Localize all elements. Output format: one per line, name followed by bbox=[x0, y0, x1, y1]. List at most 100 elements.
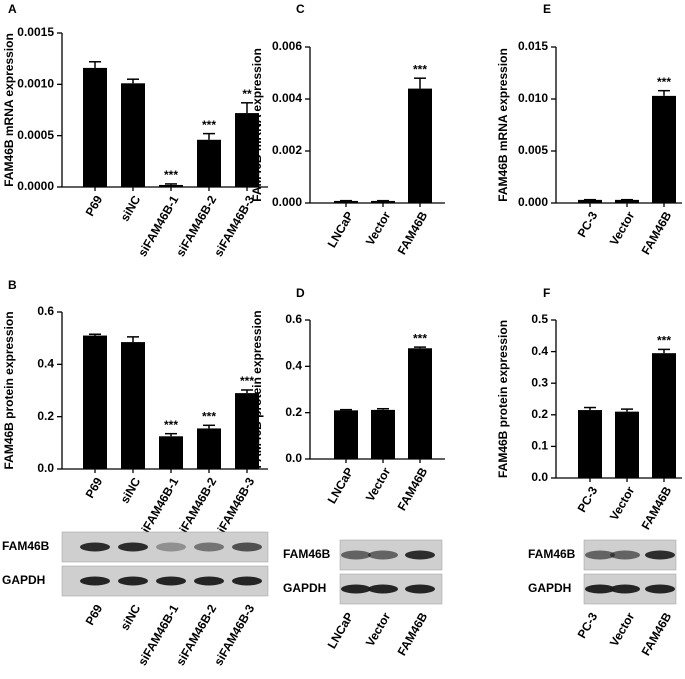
blot-band bbox=[585, 550, 615, 560]
y-tick-label: 0.000 bbox=[518, 195, 548, 209]
y-tick-label: 0.3 bbox=[531, 375, 548, 389]
blot-row-label: GAPDH bbox=[528, 581, 571, 595]
blot-band bbox=[80, 542, 110, 552]
x-tick-label: Vector bbox=[607, 484, 638, 523]
x-tick-label: siNC bbox=[118, 193, 144, 224]
blot-band bbox=[194, 542, 224, 552]
blot-band bbox=[232, 542, 262, 552]
y-tick-label: 0.006 bbox=[272, 39, 302, 53]
y-tick-label: 0.005 bbox=[518, 143, 548, 157]
blot-row-label: GAPDH bbox=[283, 581, 326, 595]
y-tick-label: 0.0000 bbox=[17, 179, 54, 193]
bar bbox=[652, 95, 676, 203]
blot-lane-label: FAM46B bbox=[395, 610, 431, 658]
bar bbox=[408, 88, 432, 203]
error-bar bbox=[165, 432, 177, 437]
blot-band bbox=[645, 550, 675, 560]
bar bbox=[371, 200, 395, 203]
significance-label: *** bbox=[164, 418, 178, 432]
error-bar bbox=[127, 336, 139, 343]
x-tick-label: FAM46B bbox=[395, 209, 431, 257]
panel-label: E bbox=[543, 2, 551, 16]
bar bbox=[371, 409, 395, 459]
blot-lane-label: siFAM46B-3 bbox=[211, 602, 257, 668]
blot-lane-label: Vector bbox=[363, 610, 394, 649]
y-tick-label: 0.010 bbox=[518, 91, 548, 105]
blot-band bbox=[156, 576, 186, 586]
significance-label: *** bbox=[657, 334, 671, 348]
error-bar bbox=[241, 102, 253, 114]
y-tick-label: 0.6 bbox=[285, 312, 302, 326]
blot-band bbox=[368, 584, 398, 594]
error-bar bbox=[658, 348, 670, 354]
panel-label: D bbox=[296, 286, 305, 300]
y-tick-label: 0.2 bbox=[285, 405, 302, 419]
x-tick-label: P69 bbox=[83, 193, 106, 219]
bar bbox=[615, 199, 639, 203]
error-bar bbox=[127, 78, 139, 84]
bar bbox=[197, 139, 221, 187]
y-tick-label: 0.002 bbox=[272, 143, 302, 157]
y-axis-label: FAM46B mRNA expression bbox=[250, 48, 264, 202]
significance-label: *** bbox=[202, 409, 216, 423]
y-tick-label: 0.4 bbox=[37, 357, 54, 371]
y-tick-label: 0.2 bbox=[37, 409, 54, 423]
blot-lane-label: LNCaP bbox=[325, 610, 357, 651]
blot-band bbox=[194, 576, 224, 586]
x-tick-label: siNC bbox=[118, 475, 144, 506]
blot-row-label: FAM46B bbox=[528, 547, 576, 561]
x-tick-label: Vector bbox=[607, 209, 638, 248]
bar bbox=[578, 410, 602, 478]
error-bar bbox=[414, 346, 426, 349]
bar bbox=[652, 353, 676, 478]
error-bar bbox=[89, 60, 101, 68]
error-bar bbox=[165, 183, 177, 185]
blot-lane-label: FAM46B bbox=[639, 610, 675, 658]
blot-row-label: FAM46B bbox=[283, 547, 331, 561]
significance-label: *** bbox=[657, 75, 671, 89]
blot-band bbox=[645, 584, 675, 594]
panel-label: F bbox=[543, 286, 550, 300]
y-tick-label: 0.0015 bbox=[17, 25, 54, 39]
y-tick-label: 0.015 bbox=[518, 39, 548, 53]
y-tick-label: 0.1 bbox=[531, 439, 548, 453]
significance-label: *** bbox=[240, 374, 254, 388]
panel-label: C bbox=[296, 2, 305, 16]
x-tick-label: FAM46B bbox=[639, 484, 675, 532]
blot-band bbox=[405, 550, 435, 560]
blot-band bbox=[341, 584, 371, 594]
y-axis-label: FAM46B mRNA expression bbox=[2, 33, 16, 187]
blot-band bbox=[118, 576, 148, 586]
x-tick-label: siFAM46B-3 bbox=[211, 475, 257, 541]
y-axis-label: FAM46B protein expression bbox=[496, 320, 510, 478]
significance-label: *** bbox=[202, 118, 216, 132]
y-tick-label: 0.0 bbox=[37, 461, 54, 475]
blot-lane-label: siNC bbox=[118, 602, 144, 633]
y-tick-label: 0.5 bbox=[531, 312, 548, 326]
y-tick-label: 0.2 bbox=[531, 407, 548, 421]
error-bar bbox=[89, 333, 101, 336]
bar bbox=[121, 342, 145, 469]
x-tick-label: P69 bbox=[83, 475, 106, 501]
bar bbox=[159, 184, 183, 187]
significance-label: *** bbox=[164, 168, 178, 182]
blot-band bbox=[341, 550, 371, 560]
bar bbox=[334, 200, 358, 203]
error-bar bbox=[203, 132, 215, 140]
y-tick-label: 0.004 bbox=[272, 91, 302, 105]
significance-label: *** bbox=[413, 331, 427, 345]
x-tick-label: Vector bbox=[363, 209, 394, 248]
blot-band bbox=[80, 576, 110, 586]
error-bar bbox=[414, 77, 426, 89]
x-tick-label: Vector bbox=[363, 465, 394, 504]
x-tick-label: LNCaP bbox=[325, 465, 357, 506]
bar bbox=[121, 83, 145, 187]
panel-label: B bbox=[8, 278, 17, 292]
error-bar bbox=[203, 424, 215, 429]
blot-lane-label: Vector bbox=[607, 610, 638, 649]
bar bbox=[408, 348, 432, 459]
y-axis-label: FAM46B protein expression bbox=[2, 311, 16, 469]
blot-band bbox=[610, 584, 640, 594]
error-bar bbox=[658, 89, 670, 96]
